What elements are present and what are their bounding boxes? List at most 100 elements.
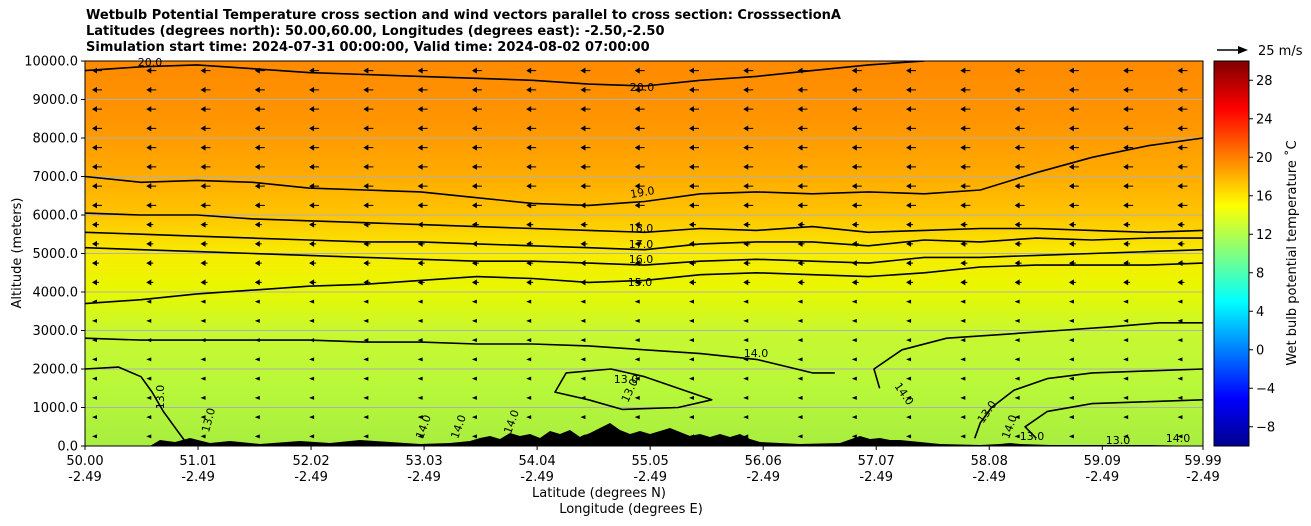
y-tick-label: 10000.0 [24,55,78,70]
wind-vector-arrowhead-icon [1177,106,1183,113]
wind-vector-arrowhead-icon [92,125,97,132]
wind-vector-arrowhead-icon [254,183,260,190]
wind-vector-arrowhead-icon [254,106,260,113]
wind-vector-arrowhead-icon [851,144,857,151]
wind-vector-arrowhead-icon [92,106,97,113]
wind-vector-arrowhead-icon [417,260,423,267]
wind-vector-arrowhead-icon [1068,376,1074,381]
x-tick-label-latitude: 59.99 [1184,454,1221,469]
wind-vector-arrowhead-icon [743,125,749,132]
wind-vector-arrowhead-icon [960,434,966,439]
wind-vector-arrowhead-icon [960,163,966,170]
wind-vector-arrowhead-icon [200,221,206,228]
quiver-key-label: 25 m/s [1258,44,1303,59]
wind-vector-arrowhead-icon [634,163,640,170]
wind-vector-arrowhead-icon [1068,86,1074,93]
wind-vector-arrowhead-icon [1123,125,1129,132]
wind-vector-arrowhead-icon [417,357,423,362]
wind-vector-arrowhead-icon [688,395,694,400]
contour-label: 14.0 [744,347,769,360]
wind-vector-arrowhead-icon [743,183,749,190]
wind-vector-arrowhead-icon [1123,67,1129,74]
contour-label: 16.0 [629,253,654,266]
wind-vector-arrowhead-icon [851,318,857,323]
wind-vector-arrowhead-icon [797,279,803,286]
wind-vector-arrowhead-icon [1123,338,1129,343]
y-tick-label: 3000.0 [33,324,79,339]
wind-vector-arrowhead-icon [634,221,640,228]
wind-vector-arrowhead-icon [851,86,857,93]
wind-vector-arrowhead-icon [471,279,477,286]
wind-vector-arrowhead-icon [363,260,369,267]
wind-vector-arrowhead-icon [634,202,640,209]
wind-vector-arrowhead-icon [200,299,206,304]
wind-vector-arrowhead-icon [309,395,315,400]
wind-vector-arrowhead-icon [851,338,857,343]
wind-vector-arrowhead-icon [634,338,640,343]
wind-vector-arrowhead-icon [417,125,423,132]
x-tick-label-latitude: 52.02 [292,454,329,469]
wind-vector-arrowhead-icon [471,357,477,362]
wind-vector-arrowhead-icon [743,221,749,228]
wind-vector-arrowhead-icon [580,144,586,151]
wind-vector-arrowhead-icon [309,221,315,228]
x-tick-label-longitude: -2.49 [859,470,893,485]
wind-vector-arrowhead-icon [1068,299,1074,304]
wind-vector-arrowhead-icon [1014,144,1020,151]
wind-vector-arrowhead-icon [960,86,966,93]
wind-vector-arrowhead-icon [1177,67,1183,74]
wind-vector-arrowhead-icon [906,106,912,113]
contour-label: 17.0 [629,238,654,251]
wind-vector-arrowhead-icon [797,106,803,113]
wind-vector-arrowhead-icon [688,125,694,132]
wind-vector-arrowhead-icon [526,163,532,170]
wind-vector-arrowhead-icon [309,163,315,170]
wind-vector-arrowhead-icon [146,202,152,209]
wind-vector-arrowhead-icon [688,415,694,420]
contour-line [554,368,713,411]
wind-vector-arrowhead-icon [1177,221,1183,228]
wind-vector-arrowhead-icon [1177,434,1183,439]
wind-vector-arrowhead-icon [580,221,586,228]
wind-vector-arrowhead-icon [363,106,369,113]
wind-vector-arrowhead-icon [906,279,912,286]
wind-vector-arrowhead-icon [688,279,694,286]
wind-vector-arrowhead-icon [471,125,477,132]
wind-vector-arrowhead-icon [417,144,423,151]
wind-vector-arrowhead-icon [254,376,260,381]
wind-vector-arrowhead-icon [851,415,857,420]
plot-area: 20.0 19.0 18.0 17.0 16.0 15.0 14.0 13.0 13.0 14.0… [84,56,1204,447]
wind-vector-arrowhead-icon [1068,183,1074,190]
wind-vector-arrowhead-icon [146,221,152,228]
wind-vector-arrowhead-icon [254,395,260,400]
contour-line [85,212,1203,234]
wind-vector-arrowhead-icon [417,67,423,74]
wind-vector-arrowhead-icon [254,434,260,439]
wind-vector-arrowhead-icon [1014,183,1020,190]
wind-vector-arrowhead-icon [743,318,749,323]
wind-vector-arrowhead-icon [1068,415,1074,420]
x-axis: 50.00-2.4951.01-2.4952.02-2.4953.03-2.49… [66,446,1222,485]
wind-vector-arrowhead-icon [906,299,912,304]
wind-vector-arrowhead-icon [146,183,152,190]
wind-vector-arrowhead-icon [906,415,912,420]
wind-vector-arrowhead-icon [1177,376,1183,381]
quiver-key: 25 m/s [1217,44,1303,59]
contour-label: 20.0 [138,56,163,69]
contour-label: 18.0 [629,222,654,235]
wind-vector-arrowhead-icon [743,163,749,170]
wind-vector-arrowhead-icon [1068,318,1074,323]
colorbar-gradient [1213,60,1250,447]
wind-vector-arrowhead-icon [1177,144,1183,151]
wind-vector-arrowhead-icon [1068,434,1074,439]
colorbar-tick-label: −8 [1256,420,1275,435]
wind-vector-arrowhead-icon [417,376,423,381]
wind-vector-arrowhead-icon [797,376,803,381]
wind-vector-arrowhead-icon [417,318,423,323]
wind-vector-arrowhead-icon [254,299,260,304]
wind-vector-arrowhead-icon [960,338,966,343]
wind-vector-arrowhead-icon [309,434,315,439]
contour-line [873,322,1203,389]
wind-vector-arrowhead-icon [417,434,423,439]
